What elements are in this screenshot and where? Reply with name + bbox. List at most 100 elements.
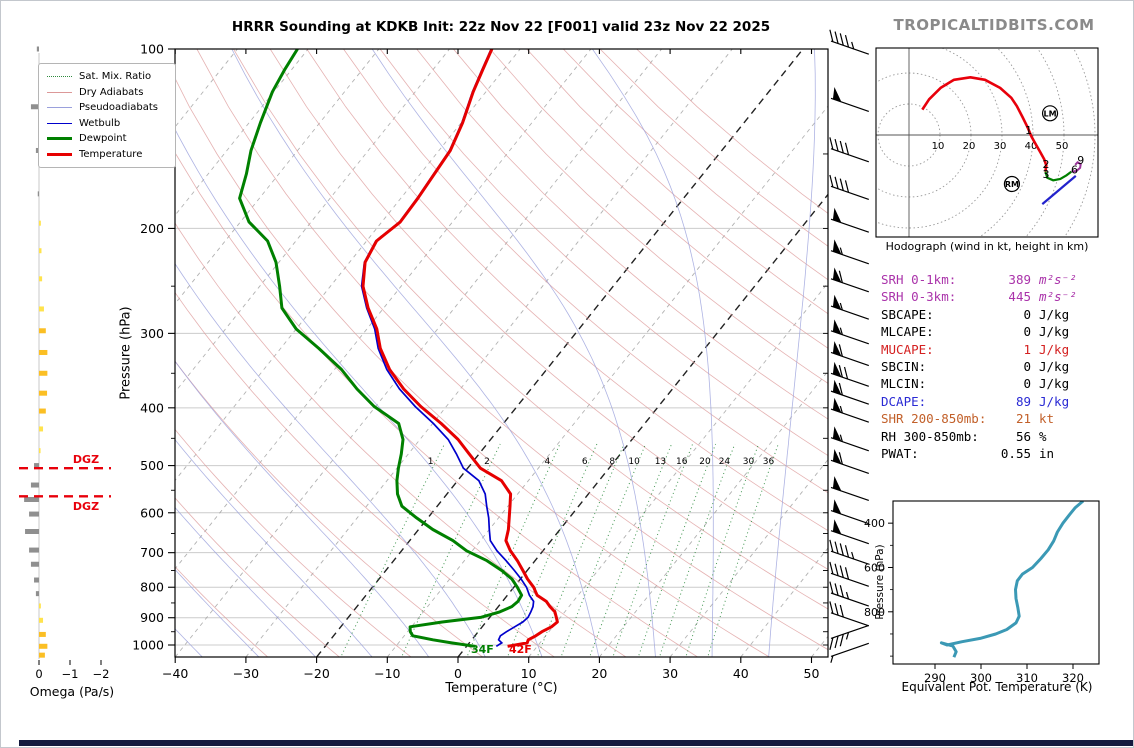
index-label: SBCIN: [881, 358, 927, 374]
svg-text:20: 20 [591, 666, 607, 681]
index-unit: J/kg [1039, 341, 1070, 357]
dry-line-sample [47, 91, 72, 93]
svg-text:320: 320 [1062, 671, 1084, 685]
legend-label: Sat. Mix. Ratio [79, 71, 152, 83]
temperature-line-sample [47, 152, 72, 156]
svg-text:1: 1 [1025, 124, 1032, 137]
index-value: 0 [1023, 376, 1031, 392]
hodograph-caption: Hodograph (wind in kt, height in km) [885, 240, 1089, 253]
index-label: RH 300-850mb: [881, 428, 979, 444]
legend-item-temperature: Temperature [47, 147, 169, 163]
indices-panel: SRH 0-1km: 389 m²s⁻² SRH 0-3km: 445 m²s⁻² SBCA… [881, 272, 1097, 463]
omega-axis-title: Omega (Pa/s) [29, 684, 115, 699]
svg-text:300: 300 [970, 671, 992, 685]
index-row: SBCIN: 0 J/kg [881, 359, 1097, 376]
index-label: SBCAPE: [881, 306, 934, 322]
svg-text:13: 13 [655, 457, 666, 467]
svg-text:9: 9 [1077, 154, 1084, 167]
dewpoint-curve [238, 49, 524, 648]
svg-text:800: 800 [864, 606, 885, 619]
wind-barbs [829, 29, 869, 663]
index-unit: in [1039, 445, 1055, 461]
svg-text:RM: RM [1005, 180, 1019, 189]
svg-text:6: 6 [582, 457, 588, 467]
svg-text:6: 6 [1071, 164, 1078, 177]
svg-text:30: 30 [662, 666, 678, 681]
dgz-label: DGZ [72, 500, 100, 514]
index-row: PWAT: 0.55 in [881, 446, 1097, 463]
index-value: 0.55 [1000, 445, 1031, 461]
index-label: SRH 0-1km: [881, 272, 957, 287]
index-value: 0 [1023, 324, 1031, 340]
index-label: PWAT: [881, 445, 919, 461]
index-label: MUCAPE: [881, 341, 934, 357]
skewt-legend: Sat. Mix. Ratio Dry Adiabats Pseudoadiabat… [38, 63, 176, 168]
legend-label: Wetbulb [79, 117, 121, 129]
svg-text:24: 24 [719, 457, 731, 467]
svg-text:400: 400 [140, 400, 164, 415]
svg-text:−30: −30 [233, 666, 259, 681]
index-unit: J/kg [1039, 324, 1070, 340]
surface-temperature-label: 42F [509, 643, 532, 656]
svg-text:300: 300 [140, 326, 164, 341]
thetae-y-axis-title: Pressure (hPa) [874, 544, 886, 620]
index-row: MLCAPE: 0 J/kg [881, 324, 1097, 341]
index-label: SRH 0-3km: [881, 289, 957, 305]
theta-e-panel: 400 600 800 290 300 310 320 [864, 500, 1100, 685]
index-label: SHR 200-850mb: [881, 411, 987, 427]
theta-e-curve [939, 501, 1085, 658]
index-value: 445 [1008, 289, 1031, 305]
index-unit: kt [1039, 411, 1055, 427]
index-row: SRH 0-1km: 389 m²s⁻² [881, 272, 1097, 289]
svg-text:−20: −20 [303, 666, 329, 681]
svg-text:−40: −40 [162, 666, 188, 681]
svg-text:10: 10 [521, 666, 537, 681]
index-unit: m²s⁻² [1039, 289, 1077, 305]
svg-text:30: 30 [994, 141, 1007, 152]
mixing-ratio-lines: 1 2 4 6 8 10 13 16 20 24 30 36 [428, 457, 775, 467]
svg-text:600: 600 [864, 561, 885, 574]
dgz-label: DGZ [72, 453, 100, 467]
svg-text:700: 700 [140, 545, 164, 560]
svg-text:200: 200 [140, 221, 164, 236]
svg-text:16: 16 [676, 457, 688, 467]
svg-text:36: 36 [763, 457, 775, 467]
legend-label: Dewpoint [79, 133, 127, 145]
index-row: SRH 0-3km: 445 m²s⁻² [881, 289, 1097, 306]
index-label: MLCAPE: [881, 324, 934, 340]
thetae-x-axis-title: Equivalent Pot. Temperature (K) [901, 680, 1093, 694]
svg-text:40: 40 [733, 666, 749, 681]
svg-text:−2: −2 [93, 667, 110, 681]
legend-label: Temperature [79, 148, 143, 160]
svg-text:1000: 1000 [132, 638, 164, 653]
index-unit: J/kg [1039, 306, 1070, 322]
svg-text:−1: −1 [62, 667, 79, 681]
svg-text:8: 8 [609, 457, 615, 467]
legend-item-mixratio: Sat. Mix. Ratio [47, 69, 169, 85]
svg-text:0: 0 [35, 667, 42, 681]
legend-label: Pseudoadiabats [79, 102, 159, 114]
index-unit: J/kg [1039, 376, 1070, 392]
index-label: DCAPE: [881, 393, 927, 409]
svg-text:500: 500 [140, 458, 164, 473]
mixratio-line-sample [47, 76, 72, 78]
bottom-window-bar [19, 740, 1133, 746]
svg-text:−10: −10 [374, 666, 400, 681]
index-value: 56 [1015, 428, 1031, 444]
index-row: MUCAPE: 1 J/kg [881, 342, 1097, 359]
svg-text:4: 4 [545, 457, 551, 467]
legend-item-dry: Dry Adiabats [47, 85, 169, 101]
svg-text:1: 1 [428, 457, 434, 467]
svg-text:2: 2 [1043, 158, 1050, 171]
index-unit: % [1039, 428, 1047, 444]
index-row: SHR 200-850mb: 21 kt [881, 411, 1097, 428]
surface-dewpoint-label: 34F [471, 643, 494, 656]
legend-item-pseudo: Pseudoadiabats [47, 100, 169, 116]
svg-text:310: 310 [1016, 671, 1038, 685]
index-value: 89 [1015, 393, 1031, 409]
index-value: 389 [1008, 272, 1031, 287]
chart-title: HRRR Sounding at KDKB Init: 22z Nov 22 [… [231, 19, 771, 35]
legend-item-wetbulb: Wetbulb [47, 116, 169, 132]
svg-text:20: 20 [963, 141, 976, 152]
